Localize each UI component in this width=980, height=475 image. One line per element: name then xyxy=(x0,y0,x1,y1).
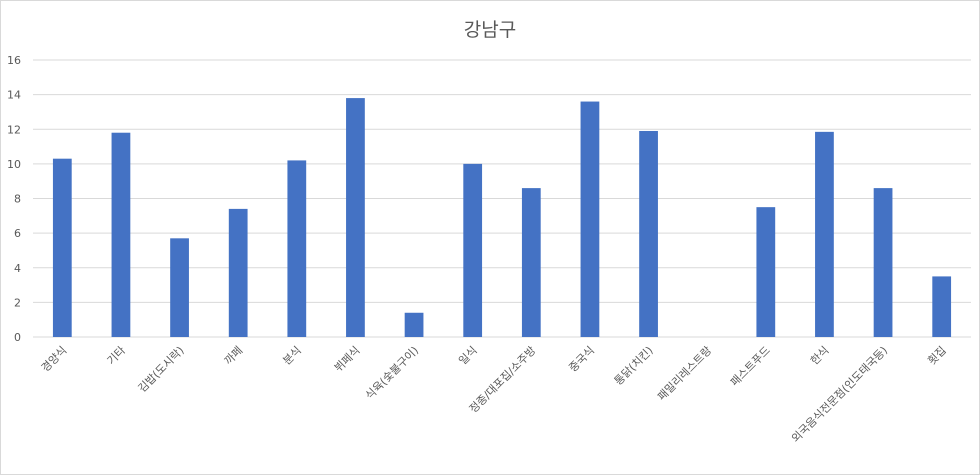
x-category-label: 식육(숯불구이) xyxy=(363,344,421,402)
x-category-label: 횟집 xyxy=(925,344,949,368)
x-category-label: 외국음식전문점(인도태국등) xyxy=(789,344,890,445)
y-tick-label: 0 xyxy=(14,331,21,344)
bar xyxy=(170,238,189,337)
x-category-label: 한식 xyxy=(808,344,832,368)
y-tick-label: 16 xyxy=(7,54,21,67)
chart-title: 강남구 xyxy=(463,19,517,41)
x-category-label: 경양식 xyxy=(39,344,70,375)
y-tick-label: 6 xyxy=(14,227,21,240)
bar xyxy=(873,188,893,337)
y-tick-label: 2 xyxy=(14,296,21,309)
bar xyxy=(287,160,307,337)
y-tick-label: 8 xyxy=(14,193,21,206)
x-category-label: 통닭(치킨) xyxy=(612,344,656,388)
bar xyxy=(228,208,248,337)
bar xyxy=(52,158,72,337)
y-tick-label: 14 xyxy=(7,89,21,102)
x-category-label: 패밀리레스트랑 xyxy=(655,344,714,403)
bar xyxy=(111,132,131,337)
y-axis-ticks: 0 2 4 6 8 10 12 14 16 xyxy=(7,54,21,344)
bar xyxy=(404,312,424,337)
gridlines xyxy=(33,59,971,338)
bar xyxy=(463,163,483,337)
bar xyxy=(932,276,952,337)
bar xyxy=(639,130,658,337)
y-tick-label: 12 xyxy=(7,123,21,136)
y-tick-label: 10 xyxy=(7,158,21,171)
x-category-label: 일식 xyxy=(456,343,480,367)
x-category-label: 패스트푸드 xyxy=(728,344,773,389)
bar xyxy=(580,101,600,337)
bar xyxy=(756,207,776,337)
bar xyxy=(815,131,834,337)
x-category-label: 기타 xyxy=(105,344,129,368)
x-category-label: 뷔페식 xyxy=(332,344,363,375)
bar xyxy=(521,188,541,337)
x-category-label: 김밥(도시락) xyxy=(136,344,187,395)
x-category-label: 분식 xyxy=(280,344,304,368)
bars xyxy=(52,98,952,338)
x-category-label: 중국식 xyxy=(566,344,597,375)
x-category-label: 까페 xyxy=(222,344,246,368)
y-tick-label: 4 xyxy=(14,262,21,275)
bar xyxy=(346,98,365,338)
